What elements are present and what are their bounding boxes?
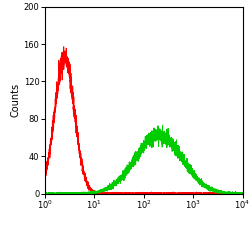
Y-axis label: Counts: Counts bbox=[11, 83, 21, 117]
